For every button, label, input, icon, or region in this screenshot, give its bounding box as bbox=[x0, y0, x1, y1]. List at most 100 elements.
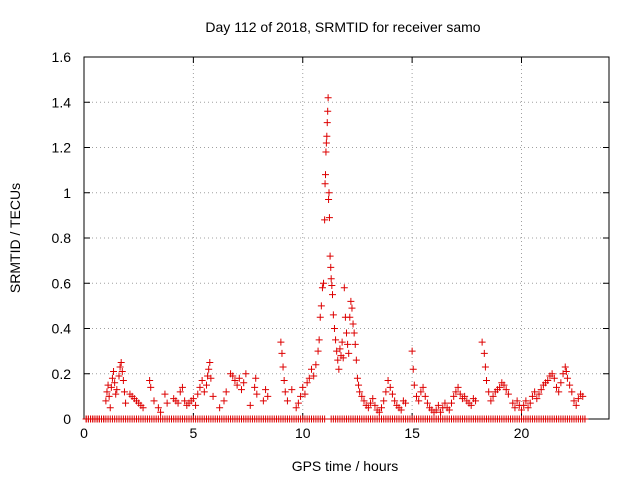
data-point bbox=[147, 383, 155, 391]
data-points bbox=[82, 94, 589, 423]
chart-title: Day 112 of 2018, SRMTID for receiver sam… bbox=[205, 19, 480, 35]
data-point bbox=[328, 282, 336, 290]
y-tick-label: 1.6 bbox=[52, 49, 72, 65]
data-point bbox=[434, 401, 442, 409]
x-tick-label: 10 bbox=[295, 425, 311, 441]
data-point bbox=[118, 367, 126, 375]
data-point bbox=[511, 404, 519, 412]
y-tick-label: 0 bbox=[63, 411, 71, 427]
grid bbox=[84, 57, 609, 419]
data-point bbox=[467, 401, 475, 409]
data-point bbox=[246, 401, 254, 409]
data-point bbox=[161, 390, 169, 398]
data-point bbox=[509, 399, 517, 407]
data-point bbox=[305, 374, 313, 382]
data-point bbox=[397, 406, 405, 414]
data-point bbox=[579, 392, 587, 400]
data-point bbox=[154, 404, 162, 412]
data-point bbox=[581, 415, 589, 423]
data-point bbox=[360, 397, 368, 405]
data-point bbox=[292, 404, 300, 412]
data-point bbox=[334, 356, 342, 364]
data-point bbox=[487, 397, 495, 405]
data-point bbox=[335, 365, 343, 373]
data-point bbox=[421, 392, 429, 400]
data-point bbox=[317, 302, 325, 310]
data-point bbox=[380, 397, 388, 405]
data-point bbox=[347, 297, 355, 305]
y-tick-label: 1.4 bbox=[52, 94, 72, 110]
data-point bbox=[358, 392, 366, 400]
data-point bbox=[122, 399, 130, 407]
data-point bbox=[238, 386, 245, 394]
data-point bbox=[157, 408, 165, 416]
data-point bbox=[485, 388, 493, 396]
data-point bbox=[301, 390, 309, 398]
data-point bbox=[544, 377, 552, 385]
data-point bbox=[252, 374, 260, 382]
data-point bbox=[423, 399, 431, 407]
data-point bbox=[253, 390, 261, 398]
data-point bbox=[116, 363, 124, 371]
data-point bbox=[391, 397, 399, 405]
data-point bbox=[402, 399, 410, 407]
data-point bbox=[344, 340, 352, 348]
data-point bbox=[150, 397, 158, 405]
data-point bbox=[330, 325, 338, 332]
data-point bbox=[207, 374, 215, 382]
data-point bbox=[351, 340, 359, 348]
y-axis-label: SRMTID / TECUs bbox=[7, 183, 23, 293]
data-point bbox=[441, 399, 449, 407]
y-tick-label: 0.6 bbox=[52, 275, 72, 291]
data-point bbox=[375, 408, 383, 416]
data-point bbox=[318, 284, 326, 292]
data-point bbox=[113, 386, 121, 394]
data-point bbox=[115, 372, 123, 380]
data-point bbox=[222, 388, 230, 396]
data-point bbox=[572, 401, 580, 409]
data-point bbox=[502, 386, 510, 394]
x-tick-label: 15 bbox=[404, 425, 420, 441]
data-point bbox=[518, 406, 525, 414]
data-point bbox=[472, 397, 480, 405]
data-point bbox=[548, 370, 556, 378]
data-point bbox=[504, 390, 512, 398]
data-point bbox=[522, 397, 530, 405]
data-point bbox=[562, 367, 570, 375]
data-point bbox=[348, 304, 356, 312]
data-point bbox=[419, 383, 427, 391]
data-point bbox=[192, 401, 200, 409]
data-point bbox=[448, 399, 455, 407]
data-point bbox=[367, 399, 375, 407]
data-point bbox=[388, 390, 396, 398]
data-point bbox=[205, 365, 213, 373]
data-point bbox=[386, 383, 394, 391]
y-tick-label: 0.2 bbox=[52, 366, 72, 382]
data-point bbox=[277, 338, 285, 346]
data-point bbox=[320, 279, 328, 287]
data-point bbox=[281, 388, 289, 396]
data-point bbox=[520, 401, 528, 409]
data-point bbox=[480, 349, 488, 357]
data-point bbox=[338, 338, 346, 346]
data-point bbox=[112, 390, 120, 398]
data-point bbox=[371, 401, 379, 409]
data-point bbox=[356, 388, 364, 396]
data-point bbox=[345, 349, 353, 357]
data-point bbox=[437, 408, 445, 416]
data-point bbox=[324, 94, 332, 102]
data-point bbox=[452, 388, 460, 396]
data-point bbox=[278, 349, 286, 357]
data-point bbox=[570, 397, 578, 405]
data-point bbox=[110, 367, 118, 375]
data-point bbox=[299, 383, 307, 391]
data-point bbox=[432, 406, 440, 414]
data-point bbox=[233, 381, 241, 389]
data-point bbox=[410, 381, 418, 389]
data-point bbox=[198, 377, 206, 385]
data-point bbox=[415, 397, 423, 405]
data-point bbox=[555, 388, 563, 396]
data-point bbox=[174, 399, 182, 407]
